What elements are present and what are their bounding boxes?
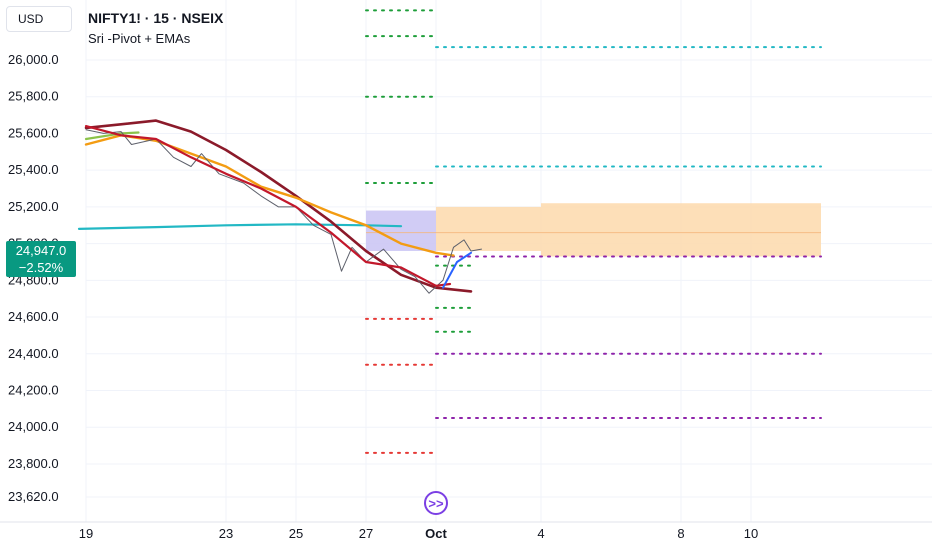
price-tick-label: 24,000.0	[8, 419, 59, 434]
chart-grid	[0, 0, 932, 523]
price-axis: 26,000.0 25,800.0 25,600.0 25,400.0 25,200.0…	[8, 52, 59, 504]
price-tick-label: 24,200.0	[8, 383, 59, 398]
time-tick-label: 19	[79, 526, 93, 541]
price-tick-label: 25,200.0	[8, 199, 59, 214]
time-tick-label: 4	[537, 526, 544, 541]
series-ema-red	[84, 125, 452, 287]
series-teal-line	[77, 223, 403, 230]
time-axis: 19 23 25 27 Oct 4 8 10	[79, 526, 758, 541]
time-tick-label: 8	[677, 526, 684, 541]
series-ema-darkred	[84, 119, 473, 293]
pivot-zone-box	[436, 206, 541, 251]
time-tick-label: 27	[359, 526, 373, 541]
price-tick-label: 24,600.0	[8, 309, 59, 324]
price-tick-label: 25,600.0	[8, 125, 59, 140]
pivot-boxes	[366, 203, 821, 257]
last-price-label: 24,947.0 −2.52%	[6, 241, 76, 277]
time-tick-label: 23	[219, 526, 233, 541]
time-tick-label: 10	[744, 526, 758, 541]
currency-button[interactable]: USD	[6, 6, 72, 32]
chart-series	[77, 119, 482, 294]
symbol-title[interactable]: NIFTY1! · 15 · NSEIX	[88, 10, 224, 26]
time-tick-label: Oct	[425, 526, 447, 541]
time-tick-label: 25	[289, 526, 303, 541]
price-tick-label: 26,000.0	[8, 52, 59, 67]
price-tick-label: 25,800.0	[8, 89, 59, 104]
price-tick-label: 24,400.0	[8, 346, 59, 361]
pivot-levels	[365, 9, 822, 454]
price-tick-label: 23,620.0	[8, 489, 59, 504]
last-price-value: 24,947.0	[15, 243, 67, 258]
last-price-change: −2.52%	[18, 260, 64, 275]
price-tick-label: 25,400.0	[8, 162, 59, 177]
indicator-name[interactable]: Sri -Pivot + EMAs	[88, 31, 191, 46]
scroll-to-realtime-icon[interactable]: >>	[424, 491, 448, 515]
pivot-zone-box	[541, 203, 821, 257]
price-tick-label: 23,800.0	[8, 456, 59, 471]
series-blue-short	[442, 251, 472, 289]
series-ema-green	[84, 131, 140, 141]
